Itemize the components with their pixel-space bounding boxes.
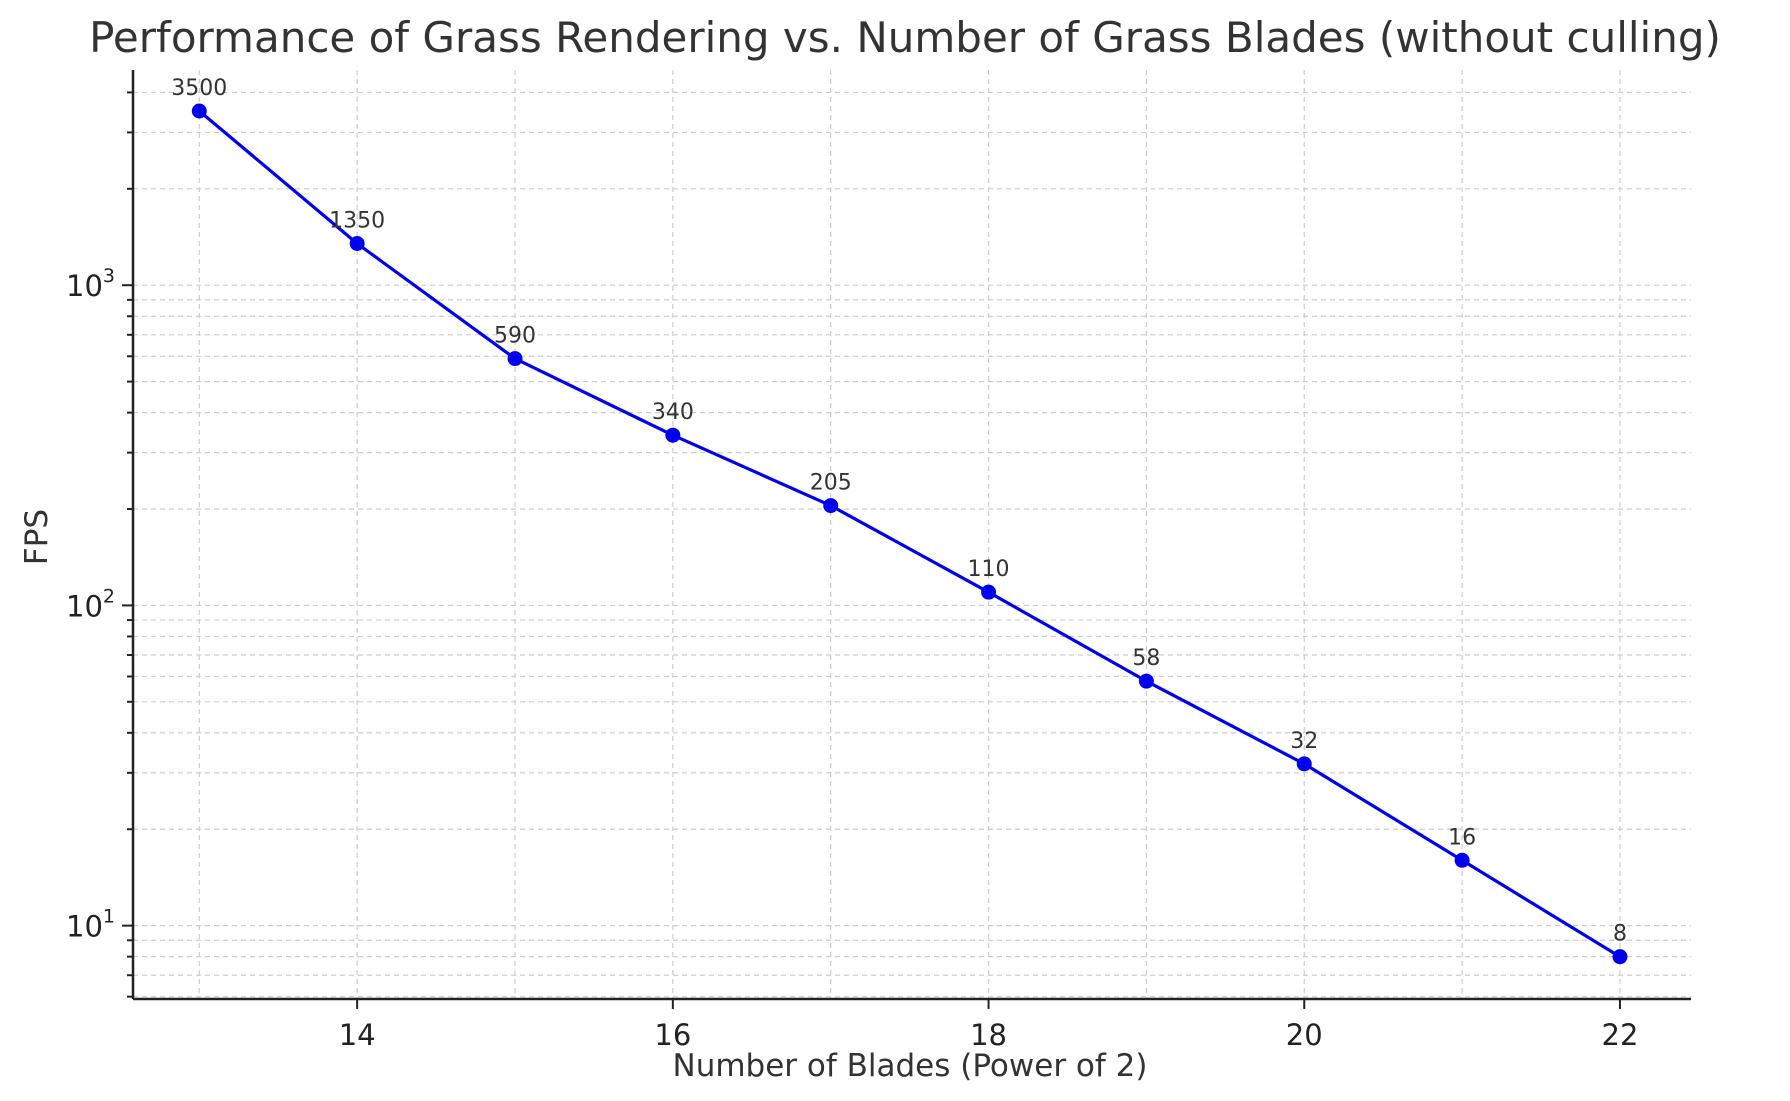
x-tick-label: 18 <box>970 1018 1007 1052</box>
data-point <box>1454 852 1470 868</box>
data-point <box>507 351 523 367</box>
y-tick-label: 103 <box>66 265 115 303</box>
data-point <box>1296 756 1312 772</box>
y-tick-base: 10 <box>66 269 103 303</box>
data-point <box>191 103 207 119</box>
data-label: 32 <box>1290 729 1318 754</box>
y-axis-label: FPS <box>19 509 55 565</box>
data-label: 110 <box>968 557 1010 582</box>
data-label: 58 <box>1132 646 1160 671</box>
y-tick-exponent: 1 <box>103 906 115 928</box>
data-label: 1350 <box>329 208 385 233</box>
data-point <box>1138 673 1154 689</box>
x-tick-label: 22 <box>1602 1018 1639 1052</box>
grid <box>133 70 1691 999</box>
y-tick-base: 10 <box>66 910 103 944</box>
data-label: 590 <box>494 324 536 349</box>
series-line-group <box>191 103 1628 965</box>
data-label: 340 <box>652 400 694 425</box>
chart-title: Performance of Grass Rendering vs. Numbe… <box>89 13 1721 62</box>
y-tick-base: 10 <box>66 589 103 623</box>
x-tick-label: 16 <box>654 1018 691 1052</box>
data-point <box>823 498 839 514</box>
x-tick-label: 14 <box>339 1018 376 1052</box>
data-label: 205 <box>810 471 852 496</box>
y-tick-exponent: 3 <box>103 265 115 287</box>
x-axis-label: Number of Blades (Power of 2) <box>673 1048 1148 1084</box>
y-tick-exponent: 2 <box>103 585 115 607</box>
data-label: 8 <box>1613 922 1627 947</box>
data-point <box>1612 949 1628 965</box>
data-label: 3500 <box>171 76 227 101</box>
data-point <box>981 584 997 600</box>
data-point <box>349 235 365 251</box>
x-tick-label: 20 <box>1286 1018 1323 1052</box>
y-tick-label: 102 <box>66 585 115 623</box>
data-labels: 3500 1350 590 340 205 110 58 32 16 8 <box>171 76 1627 947</box>
y-tick-label: 101 <box>66 906 115 944</box>
data-label: 16 <box>1448 825 1476 850</box>
data-point <box>665 427 681 443</box>
series-line <box>198 109 1621 959</box>
